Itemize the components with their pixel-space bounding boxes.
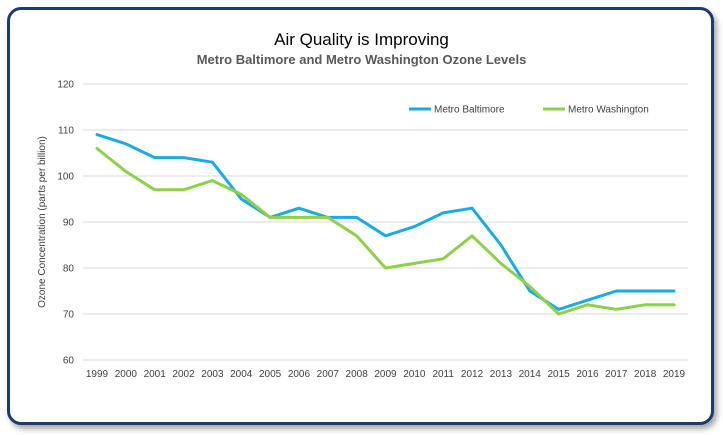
gridlines xyxy=(83,83,688,361)
series-line-metro-washington xyxy=(95,146,676,316)
legend-label: Metro Washington xyxy=(568,105,649,116)
x-tick-label: 2000 xyxy=(115,369,138,380)
x-tick-label: 2017 xyxy=(605,369,628,380)
legend-label: Metro Baltimore xyxy=(434,105,505,116)
x-tick-label: 2005 xyxy=(259,369,282,380)
x-tick-label: 1999 xyxy=(86,369,109,380)
x-tick-label: 2014 xyxy=(519,369,542,380)
series-lines xyxy=(95,133,676,316)
x-tick-label: 2004 xyxy=(230,369,253,380)
y-tick-label: 80 xyxy=(63,264,75,275)
x-tick-labels: 1999 2000 2001 2002 2003 2004 2005 2006 2007 2008… xyxy=(86,369,686,380)
y-tick-label: 120 xyxy=(57,80,74,91)
x-tick-label: 2001 xyxy=(144,369,167,380)
y-tick-labels: 60 70 80 90 100 110 120 xyxy=(57,80,74,367)
y-tick-label: 70 xyxy=(63,310,75,321)
x-tick-label: 2015 xyxy=(547,369,570,380)
legend: Metro Baltimore Metro Washington xyxy=(409,105,649,116)
x-tick-label: 2013 xyxy=(490,369,513,380)
chart-title: Air Quality is Improving xyxy=(274,30,449,49)
y-tick-label: 90 xyxy=(63,218,75,229)
chart-frame xyxy=(7,7,714,425)
x-tick-label: 2006 xyxy=(288,369,311,380)
x-tick-label: 2019 xyxy=(663,369,686,380)
x-tick-label: 2003 xyxy=(201,369,224,380)
chart-subtitle: Metro Baltimore and Metro Washington Ozo… xyxy=(196,52,527,67)
x-tick-label: 2007 xyxy=(317,369,340,380)
y-tick-label: 100 xyxy=(57,172,74,183)
y-tick-label: 60 xyxy=(63,356,75,367)
x-tick-label: 2011 xyxy=(432,369,454,380)
series-line-metro-baltimore xyxy=(95,133,676,311)
x-tick-label: 2010 xyxy=(403,369,426,380)
x-tick-label: 2018 xyxy=(634,369,657,380)
x-tick-label: 2002 xyxy=(172,369,195,380)
y-tick-label: 110 xyxy=(58,126,74,137)
y-axis-title: Ozone Concentration (parts per billion) xyxy=(37,136,48,308)
x-tick-label: 2016 xyxy=(576,369,599,380)
x-tick-label: 2012 xyxy=(461,369,484,380)
x-tick-label: 2008 xyxy=(346,369,369,380)
x-tick-label: 2009 xyxy=(374,369,397,380)
